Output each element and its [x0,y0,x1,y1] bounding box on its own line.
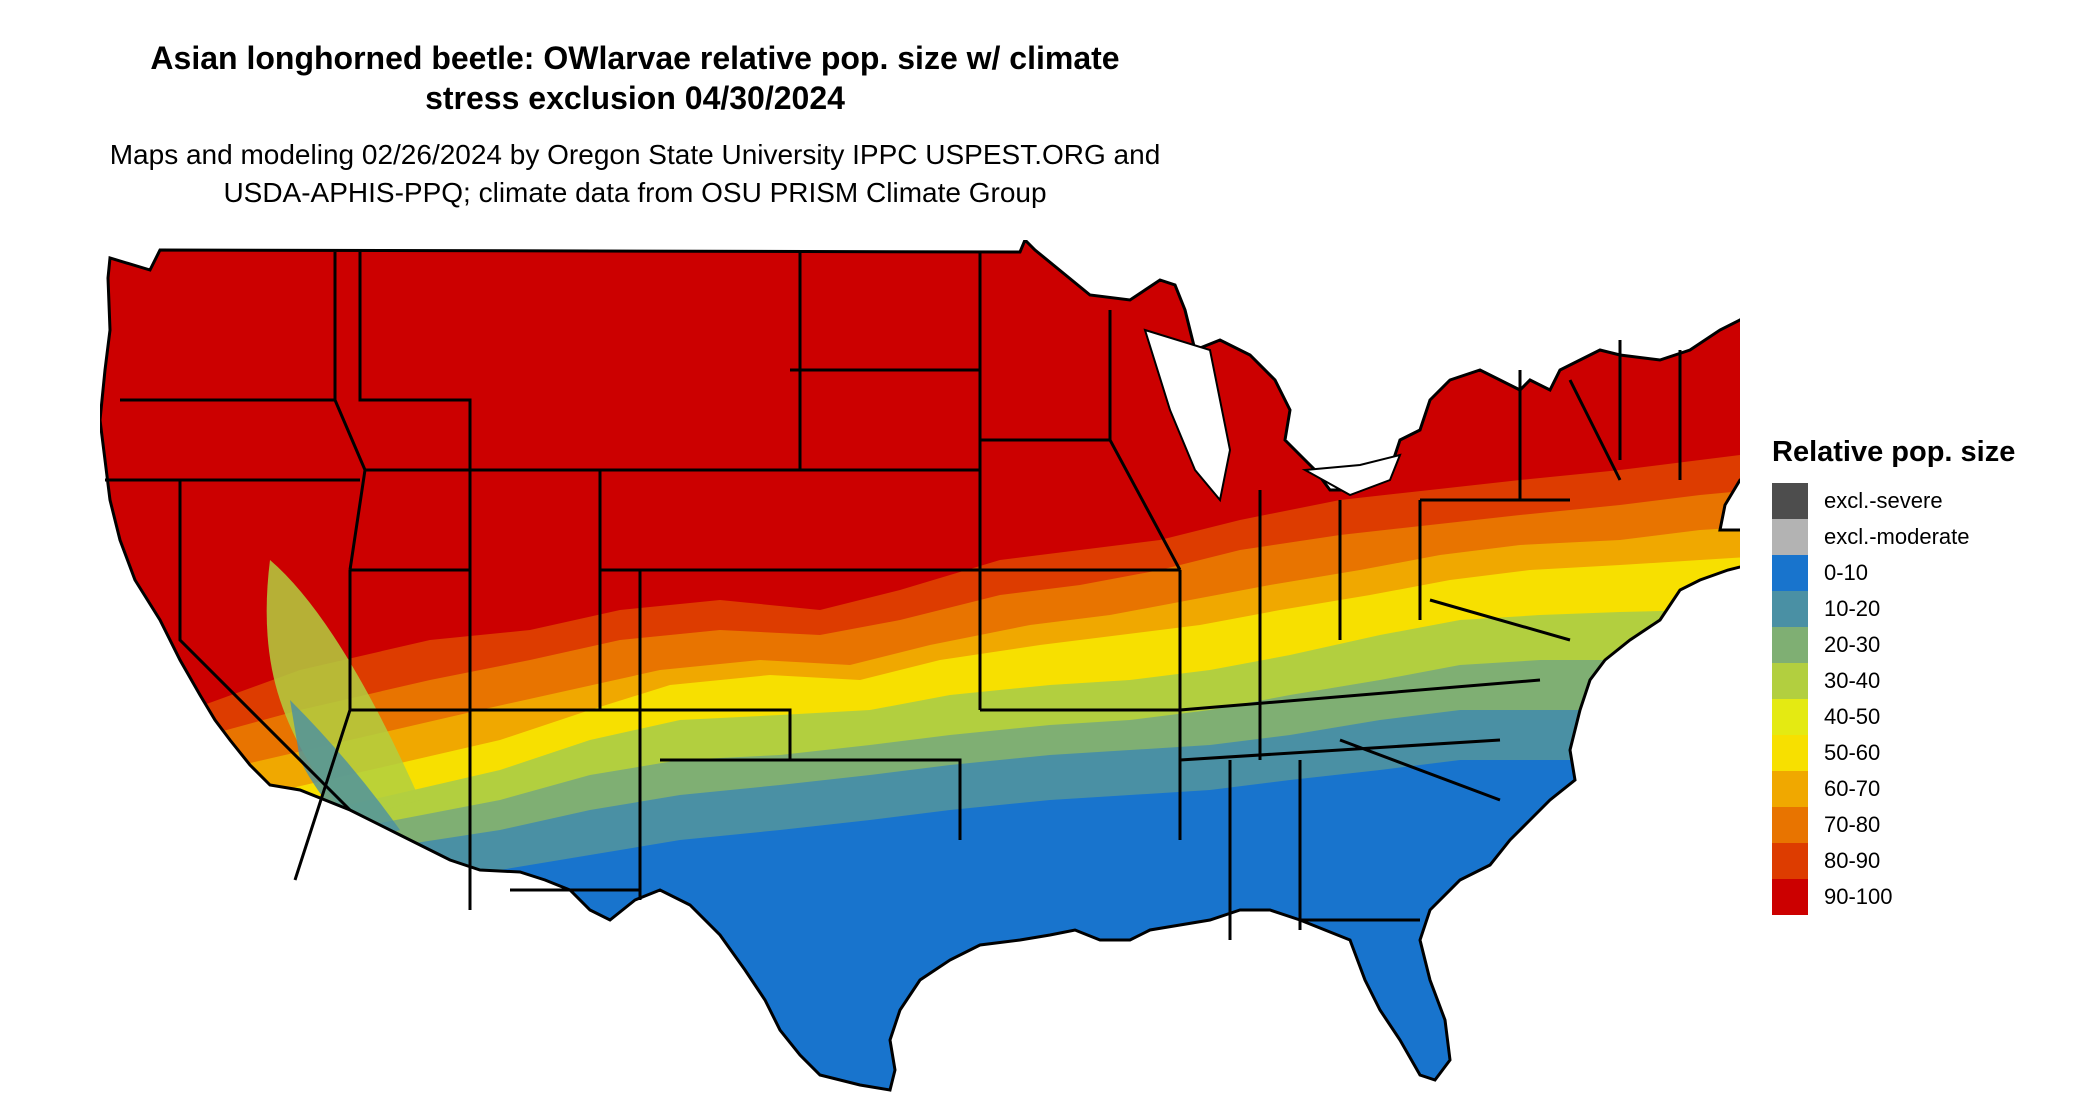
legend-label: 60-70 [1824,776,1881,801]
legend-item: 40-50 [1772,699,2015,735]
border-wisconsin-iowa [1108,310,1182,571]
legend-item: 90-100 [1772,879,2015,915]
legend-label: 10-20 [1824,596,1881,621]
map-subtitle-line-2: USDA-APHIS-PPQ; climate data from OSU PR… [223,177,1047,208]
great-lakes [1143,328,1402,503]
border-colorado-east [600,568,642,710]
legend-swatch [1772,699,1808,735]
legend-label: 30-40 [1824,668,1881,693]
us-population-map [100,240,1740,1092]
legend-swatch [1772,771,1808,807]
legend-item: excl.-moderate [1772,519,2015,555]
zone-0-10 [100,760,1740,1090]
legend-swatch [1772,663,1808,699]
legend-label: 70-80 [1824,812,1881,837]
legend-swatch [1772,555,1808,591]
legend-item: excl.-severe [1772,483,2015,519]
legend-item: 30-40 [1772,663,2015,699]
border-tennessee-south [1179,738,1501,762]
border-oklahoma-north [600,708,792,760]
zone-southwest-desert [250,850,430,900]
legend-label: 90-100 [1824,884,1893,909]
map-subtitle-line-1: Maps and modeling 02/26/2024 by Oregon S… [109,139,1161,170]
border-virginia-north [1429,598,1571,642]
border-utah [350,468,472,572]
legend-swatch [1772,843,1808,879]
legend: Relative pop. size excl.-severe excl.-mod… [1772,436,2015,915]
legend-swatch [1772,519,1808,555]
legend-label: 0-10 [1824,560,1869,585]
lake-michigan [1143,328,1232,503]
border-texas-north [660,758,962,840]
legend-swatch [1772,591,1808,627]
legend-swatch [1772,627,1808,663]
legend-item: 80-90 [1772,843,2015,879]
legend-title: Relative pop. size [1772,436,2016,468]
legend-label: excl.-severe [1824,488,1943,513]
legend-label: 50-60 [1824,740,1881,765]
legend-swatch [1772,807,1808,843]
population-fill-layer [100,240,1740,1090]
border-california-nevada [178,480,352,812]
legend-swatch [1772,735,1808,771]
border-new-england [1568,379,1622,481]
lake-erie [1301,453,1402,497]
legend-swatch [1772,483,1808,519]
border-carolinas [1339,738,1501,802]
legend-item: 10-20 [1772,591,2015,627]
legend-item: 20-30 [1772,627,2015,663]
state-borders [100,240,1740,1092]
border-tennessee-north [1179,678,1541,712]
map-title-line-1: Asian longhorned beetle: OWlarvae relati… [150,40,1120,76]
legend-swatch [1772,879,1808,915]
map-title-line-2: stress exclusion 04/30/2024 [425,80,845,116]
legend-label: 80-90 [1824,848,1881,873]
legend-label: 40-50 [1824,704,1881,729]
legend-item: 70-80 [1772,807,2015,843]
legend-item: 0-10 [1772,555,2015,591]
legend-label: excl.-moderate [1824,524,1970,549]
legend-label: 20-30 [1824,632,1881,657]
legend-item: 50-60 [1772,735,2015,771]
zone-southern-california [290,700,400,840]
legend-item: 60-70 [1772,771,2015,807]
legend-rows: excl.-severe excl.-moderate 0-10 10-20 20-30… [1772,483,2015,915]
